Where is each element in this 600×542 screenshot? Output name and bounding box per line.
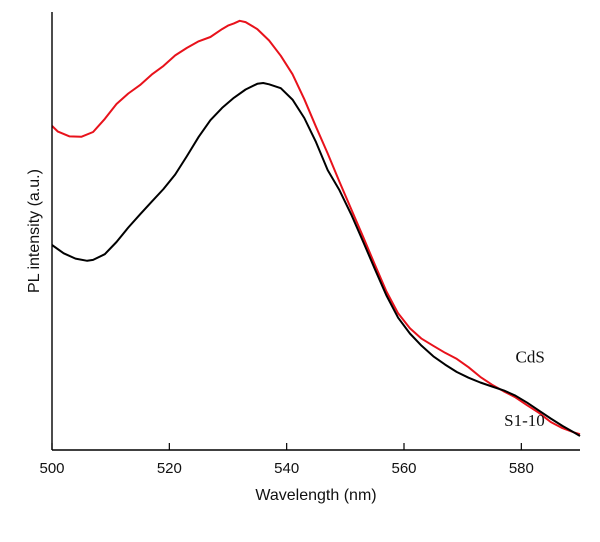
- series-line-cds: [51, 19, 581, 436]
- series-line-s1-10: [51, 82, 581, 437]
- series-layer: [51, 19, 581, 437]
- x-axis-title: Wavelength (nm): [255, 487, 376, 504]
- series-label-s1-10: S1-10: [504, 411, 545, 430]
- x-tick-label: 540: [274, 460, 299, 477]
- x-tick-label: 520: [157, 460, 182, 477]
- x-tick-label: 500: [39, 460, 64, 477]
- x-ticks: 500 520 540 560 580: [39, 443, 534, 477]
- y-axis-title: PL intensity (a.u.): [26, 169, 43, 293]
- axes-layer: [51, 12, 580, 451]
- x-tick-label: 560: [391, 460, 416, 477]
- series-annotations: CdS S1-10: [504, 347, 545, 430]
- x-tick-label: 580: [509, 460, 534, 477]
- series-label-cds: CdS: [516, 347, 545, 366]
